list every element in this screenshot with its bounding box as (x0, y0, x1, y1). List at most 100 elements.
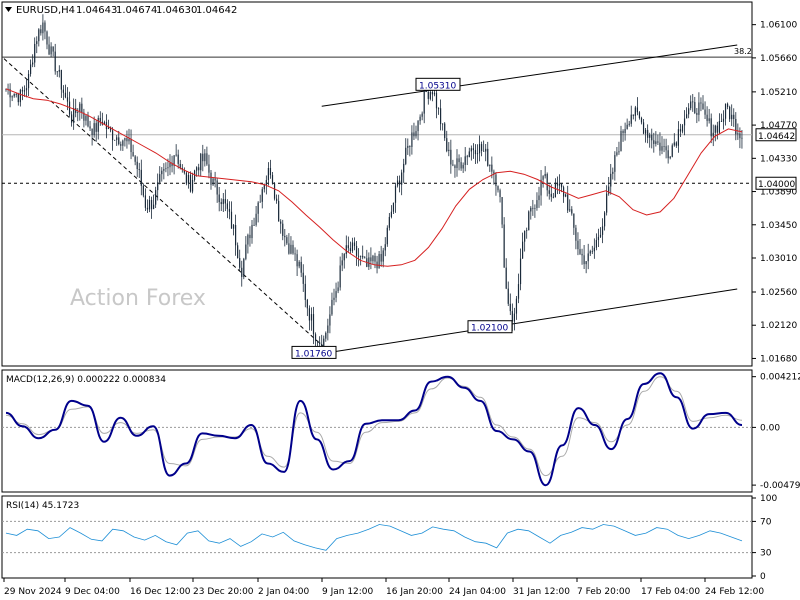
x-tick-label: 17 Feb 04:00 (641, 587, 700, 597)
candle-body (237, 245, 239, 259)
candle-body (341, 260, 343, 266)
candle-body (653, 140, 655, 144)
candle-body (370, 257, 372, 262)
candle-body (735, 119, 737, 135)
candle-body (649, 134, 651, 138)
candle-body (161, 170, 163, 175)
candle-body (665, 146, 667, 151)
candle-body (581, 253, 583, 256)
candle-body (720, 121, 723, 122)
support-level-tag (755, 176, 797, 190)
ma-line (5, 88, 743, 267)
candle-body (71, 114, 73, 123)
candle-body (339, 265, 341, 288)
rsi-tick-label: 70 (760, 517, 772, 527)
candle-body (40, 29, 42, 34)
candle-body (579, 249, 581, 254)
candle-body (731, 114, 733, 120)
candle-body (708, 118, 710, 121)
candle-body (550, 193, 552, 197)
candle-body (560, 183, 563, 188)
candle-body (312, 314, 315, 335)
candle-body (116, 137, 118, 140)
candle-body (232, 225, 235, 229)
candle-body (694, 102, 696, 113)
candle-body (261, 189, 263, 202)
candle-body (427, 91, 429, 99)
candle-body (567, 194, 569, 211)
dropdown-triangle-icon[interactable] (5, 7, 12, 12)
candle-body (358, 255, 360, 257)
channel-upper-line (321, 44, 738, 107)
candle-body (103, 122, 105, 125)
candle-body (355, 245, 358, 256)
candle-body (444, 123, 446, 139)
x-tick-label: 9 Dec 04:00 (65, 587, 120, 597)
candle-body (19, 89, 21, 103)
candle-body (310, 314, 313, 321)
candle-body (585, 261, 587, 265)
candle-body (493, 171, 495, 175)
candle-body (245, 244, 247, 259)
candle-body (554, 182, 556, 198)
candle-body (702, 103, 704, 110)
candle-body (661, 146, 663, 151)
x-tick-label: 2 Jan 04:00 (258, 587, 310, 597)
candle-body (87, 115, 89, 127)
candle-body (226, 203, 228, 209)
candle-body (528, 211, 530, 231)
candle-body (46, 31, 48, 45)
candle-body (286, 237, 288, 244)
candle-body (501, 197, 503, 225)
candle-body (273, 183, 276, 199)
candle-body (34, 43, 36, 63)
candle-body (630, 114, 632, 124)
price-tick-label: 1.03890 (760, 188, 797, 198)
candle-body (263, 184, 265, 190)
candle-body (437, 108, 440, 110)
candle-body (323, 338, 325, 353)
candle-body (235, 225, 237, 246)
candle-body (224, 199, 226, 204)
candle-body (606, 193, 608, 213)
rsi-indicator: 100 70 30 0 (2, 494, 777, 582)
candle-body (362, 255, 364, 258)
candle-body (183, 169, 185, 173)
x-tick-label: 16 Dec 12:00 (130, 587, 191, 597)
candle-body (189, 174, 192, 192)
candle-body (230, 211, 233, 229)
support-level-label: 1.04000 (758, 180, 795, 190)
candle-body (75, 108, 77, 113)
candle-body (99, 117, 101, 122)
candle-body (302, 272, 304, 284)
candle-body (148, 199, 151, 210)
candle-body (741, 137, 743, 139)
candle-body (386, 227, 388, 245)
candle-body (50, 46, 52, 55)
time-x-axis: 29 Nov 2024 9 Dec 04:00 16 Dec 12:00 23 Dec… (3, 578, 764, 597)
candle-body (298, 261, 300, 267)
candle-body (423, 90, 425, 114)
candle-body (345, 245, 347, 255)
candle-body (249, 234, 251, 239)
x-tick-label: 16 Jan 20:00 (386, 587, 443, 597)
candle-body (411, 132, 413, 147)
candle-body (532, 207, 534, 209)
candle-body (11, 96, 13, 98)
rsi-tick-label: 100 (760, 494, 777, 504)
candle-body (382, 250, 384, 262)
candle-body (448, 149, 450, 151)
candle-body (97, 117, 99, 132)
price-tick-label: 1.04770 (760, 121, 797, 131)
candle-body (269, 168, 272, 176)
candle-body (306, 299, 308, 309)
candle-body (38, 29, 40, 42)
candle-body (718, 121, 720, 133)
ohlc-high: 1.04674 (116, 5, 157, 16)
candle-body (259, 201, 261, 203)
candle-body (120, 144, 122, 146)
candle-body (36, 41, 38, 44)
candle-body (167, 167, 169, 169)
candle-body (464, 156, 466, 165)
